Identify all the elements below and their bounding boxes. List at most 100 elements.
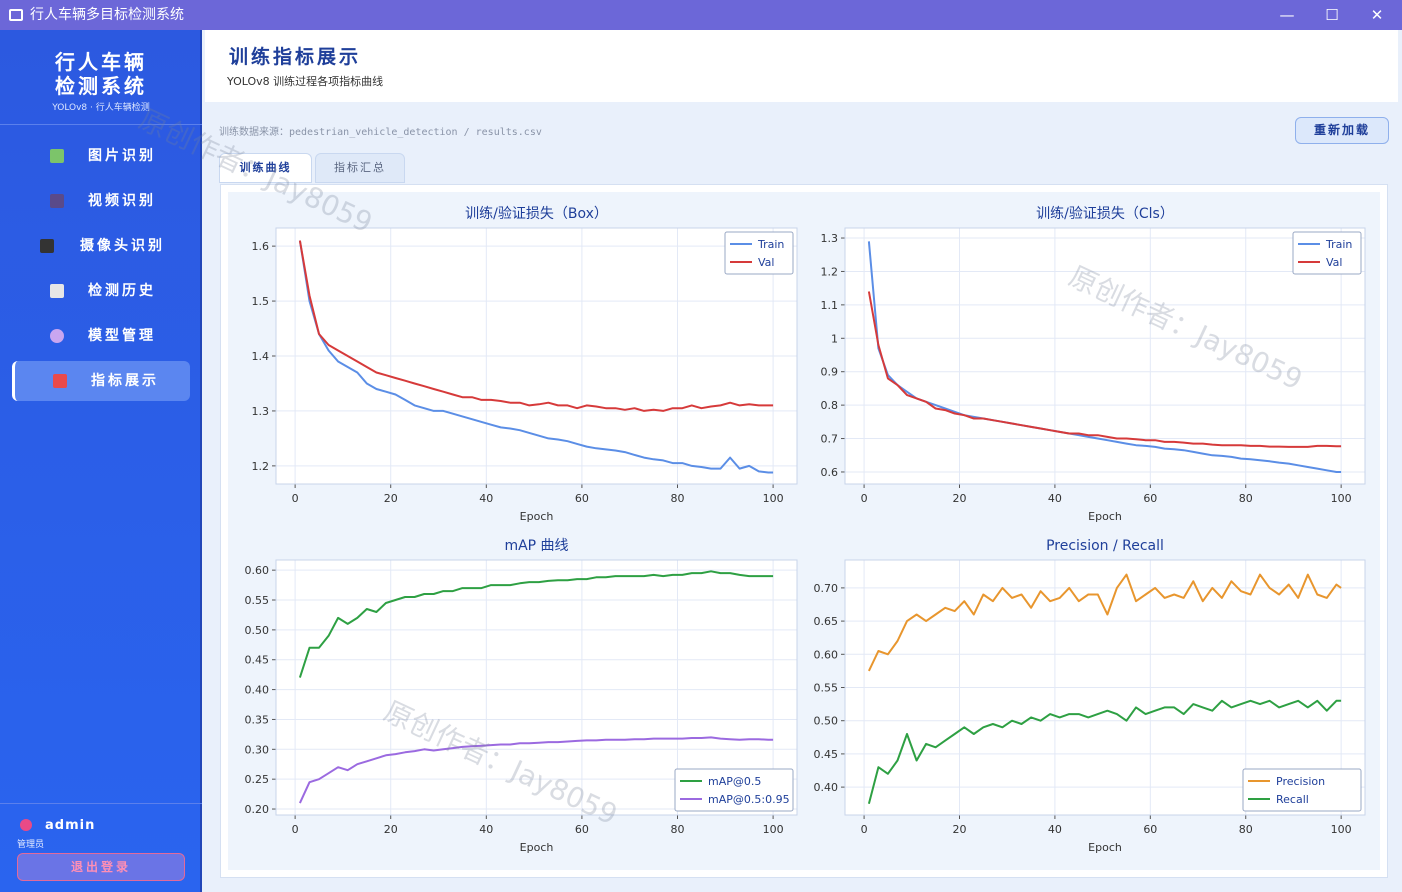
legend-label: Val (1326, 256, 1342, 269)
legend-label: mAP@0.5 (708, 775, 761, 788)
legend-label: Train (1325, 238, 1352, 251)
y-tick-label: 1.3 (821, 232, 839, 245)
chart-title: 训练/验证损失（Box） (465, 206, 608, 222)
series-line (867, 241, 1342, 473)
close-button[interactable]: ✕ (1370, 6, 1384, 24)
y-tick-label: 0.9 (821, 366, 839, 379)
legend-label: Recall (1276, 793, 1309, 806)
y-tick-label: 0.7 (821, 433, 839, 446)
series-line (298, 736, 774, 804)
nav-label: 检测历史 (88, 283, 156, 299)
y-tick-label: 0.35 (245, 713, 270, 726)
y-tick-label: 0.25 (245, 773, 270, 786)
brand-line: 检测系统 (55, 74, 147, 98)
x-tick-label: 40 (1048, 492, 1062, 505)
series-line (867, 699, 1342, 804)
nav-item[interactable]: 检测历史 (12, 271, 190, 311)
y-tick-label: 0.45 (814, 748, 839, 761)
x-tick-label: 80 (671, 823, 685, 836)
x-tick-label: 100 (763, 492, 784, 505)
nav-item[interactable]: 图片识别 (12, 136, 190, 176)
chart-title: Precision / Recall (1046, 538, 1164, 554)
plot-area (845, 228, 1365, 484)
plot-frame (275, 559, 798, 816)
x-tick-label: 100 (1331, 823, 1352, 836)
y-tick-label: 1.2 (252, 460, 270, 473)
divider (0, 803, 202, 804)
x-tick-label: 20 (952, 492, 966, 505)
nav-item[interactable]: 摄像头识别 (12, 226, 190, 266)
brand: 行人车辆 检测系统 (0, 50, 202, 98)
nav-icon (50, 149, 64, 163)
x-axis-label: Epoch (1088, 510, 1122, 523)
y-tick-label: 0.70 (814, 582, 839, 595)
minimize-button[interactable]: — (1279, 6, 1295, 24)
x-tick-label: 0 (861, 492, 868, 505)
y-tick-label: 0.50 (245, 624, 270, 637)
window-title: 行人车辆多目标检测系统 (30, 7, 184, 23)
series-line (867, 291, 1342, 448)
y-tick-label: 0.55 (814, 682, 839, 695)
logout-button[interactable]: 退出登录 (17, 853, 185, 881)
x-tick-label: 40 (479, 492, 493, 505)
tab-active[interactable]: 训练曲线 (219, 153, 312, 183)
nav-item[interactable]: 模型管理 (12, 316, 190, 356)
nav-icon (40, 239, 54, 253)
x-tick-label: 60 (1143, 492, 1157, 505)
y-tick-label: 0.8 (821, 399, 839, 412)
nav-icon (50, 284, 64, 298)
y-tick-label: 1.3 (252, 405, 270, 418)
nav-icon (50, 194, 64, 208)
y-tick-label: 0.60 (814, 648, 839, 661)
maximize-button[interactable]: ☐ (1325, 6, 1339, 24)
y-tick-label: 0.65 (814, 615, 839, 628)
y-tick-label: 1.5 (252, 295, 270, 308)
y-tick-label: 0.50 (814, 715, 839, 728)
legend (724, 231, 794, 275)
x-tick-label: 80 (1239, 492, 1253, 505)
plot-frame (275, 227, 798, 485)
nav-label: 视频识别 (88, 193, 156, 209)
legend (674, 768, 794, 812)
y-tick-label: 0.60 (245, 564, 270, 577)
x-tick-label: 60 (575, 492, 589, 505)
x-axis-label: Epoch (1088, 841, 1122, 854)
sidebar: 行人车辆 检测系统 YOLOv8 · 行人车辆检测 图片识别 视频识别 摄像头识… (0, 30, 202, 892)
x-tick-label: 0 (292, 823, 299, 836)
y-tick-label: 1 (831, 332, 838, 345)
reload-button[interactable]: 重新加载 (1295, 117, 1389, 144)
y-tick-label: 0.40 (245, 684, 270, 697)
chart-title: mAP 曲线 (504, 538, 568, 554)
y-tick-label: 0.30 (245, 743, 270, 756)
x-tick-label: 100 (1331, 492, 1352, 505)
nav-label: 指标展示 (91, 373, 159, 389)
brand-subtitle: YOLOv8 · 行人车辆检测 (52, 103, 150, 113)
tab[interactable]: 指标汇总 (315, 153, 405, 183)
title-bar: 行人车辆多目标检测系统 — ☐ ✕ (0, 0, 1402, 30)
x-tick-label: 0 (292, 492, 299, 505)
legend-label: Train (757, 238, 784, 251)
legend (1292, 231, 1362, 275)
page-subtitle: YOLOv8 训练过程各项指标曲线 (227, 75, 384, 88)
y-tick-label: 0.45 (245, 654, 270, 667)
legend-label: Precision (1276, 775, 1325, 788)
y-tick-label: 0.20 (245, 803, 270, 816)
nav-item-active[interactable]: 指标展示 (12, 361, 190, 401)
divider (0, 124, 202, 125)
x-tick-label: 80 (1239, 823, 1253, 836)
x-tick-label: 20 (384, 492, 398, 505)
data-source: 训练数据来源：pedestrian_vehicle_detection / re… (219, 127, 542, 138)
y-tick-label: 0.6 (821, 466, 839, 479)
y-tick-label: 1.2 (821, 265, 839, 278)
nav-icon (50, 329, 64, 343)
user-icon (20, 819, 32, 831)
brand-line: 行人车辆 (55, 50, 147, 74)
x-tick-label: 40 (1048, 823, 1062, 836)
nav-label: 模型管理 (88, 328, 156, 344)
x-tick-label: 100 (763, 823, 784, 836)
x-tick-label: 40 (479, 823, 493, 836)
series-line (298, 570, 774, 678)
nav-item[interactable]: 视频识别 (12, 181, 190, 221)
